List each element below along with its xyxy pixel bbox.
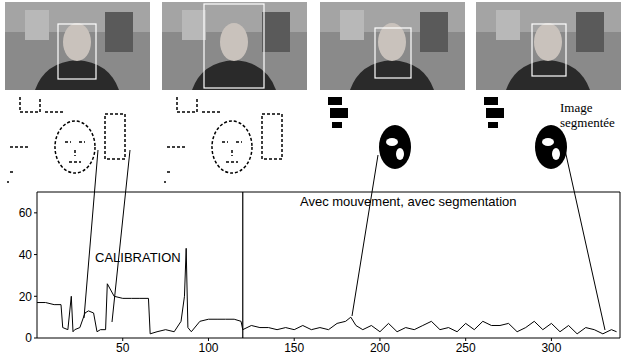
svg-text:50: 50 [116,341,130,355]
svg-text:300: 300 [541,341,561,355]
svg-text:60: 60 [19,206,33,220]
svg-text:100: 100 [198,341,218,355]
svg-text:150: 150 [284,341,304,355]
svg-text:250: 250 [456,341,476,355]
html-text:Image segmentée: Image segmentée [560,100,615,130]
html-text:Avec mouvement, avec segmentat: Avec mouvement, avec segmentation [300,194,517,209]
svg-text:0: 0 [25,331,32,345]
svg-text:40: 40 [19,248,33,262]
svg-text:20: 20 [19,290,33,304]
html-text:CALIBRATION: CALIBRATION [95,250,181,265]
svg-text:200: 200 [370,341,390,355]
